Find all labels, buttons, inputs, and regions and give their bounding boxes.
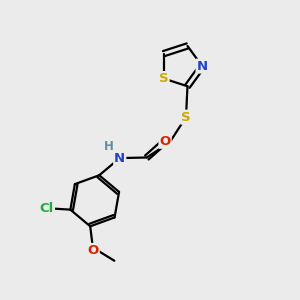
Text: O: O bbox=[160, 135, 171, 148]
Text: O: O bbox=[88, 244, 99, 257]
Text: S: S bbox=[181, 111, 191, 124]
Text: N: N bbox=[114, 152, 125, 165]
Text: Cl: Cl bbox=[40, 202, 54, 215]
Text: H: H bbox=[103, 140, 113, 153]
Text: N: N bbox=[196, 60, 208, 73]
Text: S: S bbox=[159, 72, 169, 85]
